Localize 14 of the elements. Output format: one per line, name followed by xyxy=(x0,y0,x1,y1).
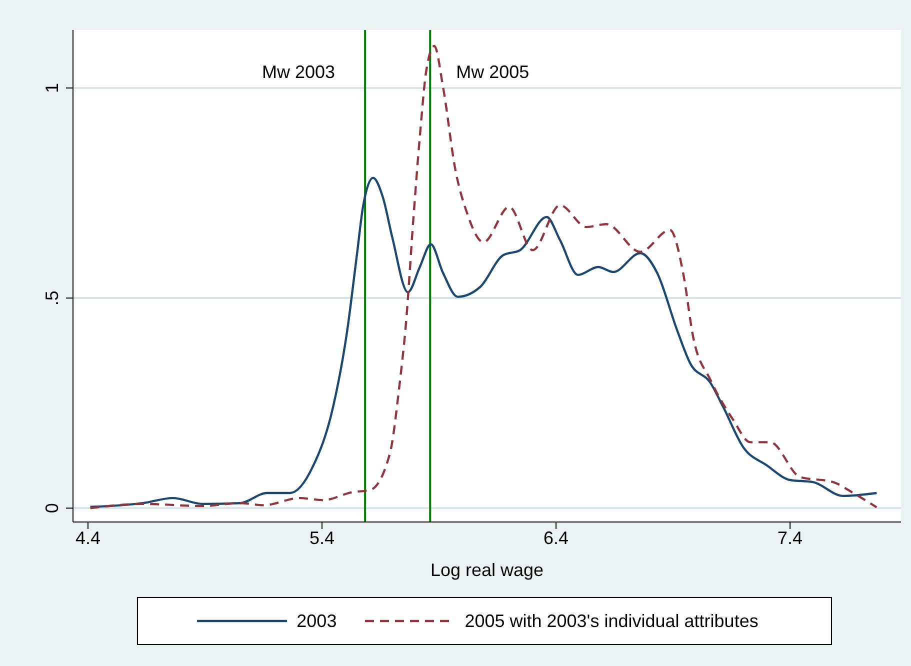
line-series xyxy=(89,44,878,510)
x-tick-label: 7.4 xyxy=(778,528,803,548)
ref-line-label: Mw 2005 xyxy=(456,62,530,82)
x-tick-label: 4.4 xyxy=(75,528,100,548)
y-tick-label: 1 xyxy=(42,82,62,93)
y-tick-label: 0 xyxy=(42,503,62,514)
line-series xyxy=(89,176,878,508)
ref-line-label: Mw 2003 xyxy=(262,62,336,82)
x-tick-label: 5.4 xyxy=(309,528,335,548)
x-axis-title: Log real wage xyxy=(430,560,544,580)
legend-label: 2003 xyxy=(296,610,337,632)
y-tick-label: .5 xyxy=(42,290,62,306)
x-tick-label: 6.4 xyxy=(544,528,569,548)
legend-label: 2005 with 2003's individual attributes xyxy=(464,610,758,632)
